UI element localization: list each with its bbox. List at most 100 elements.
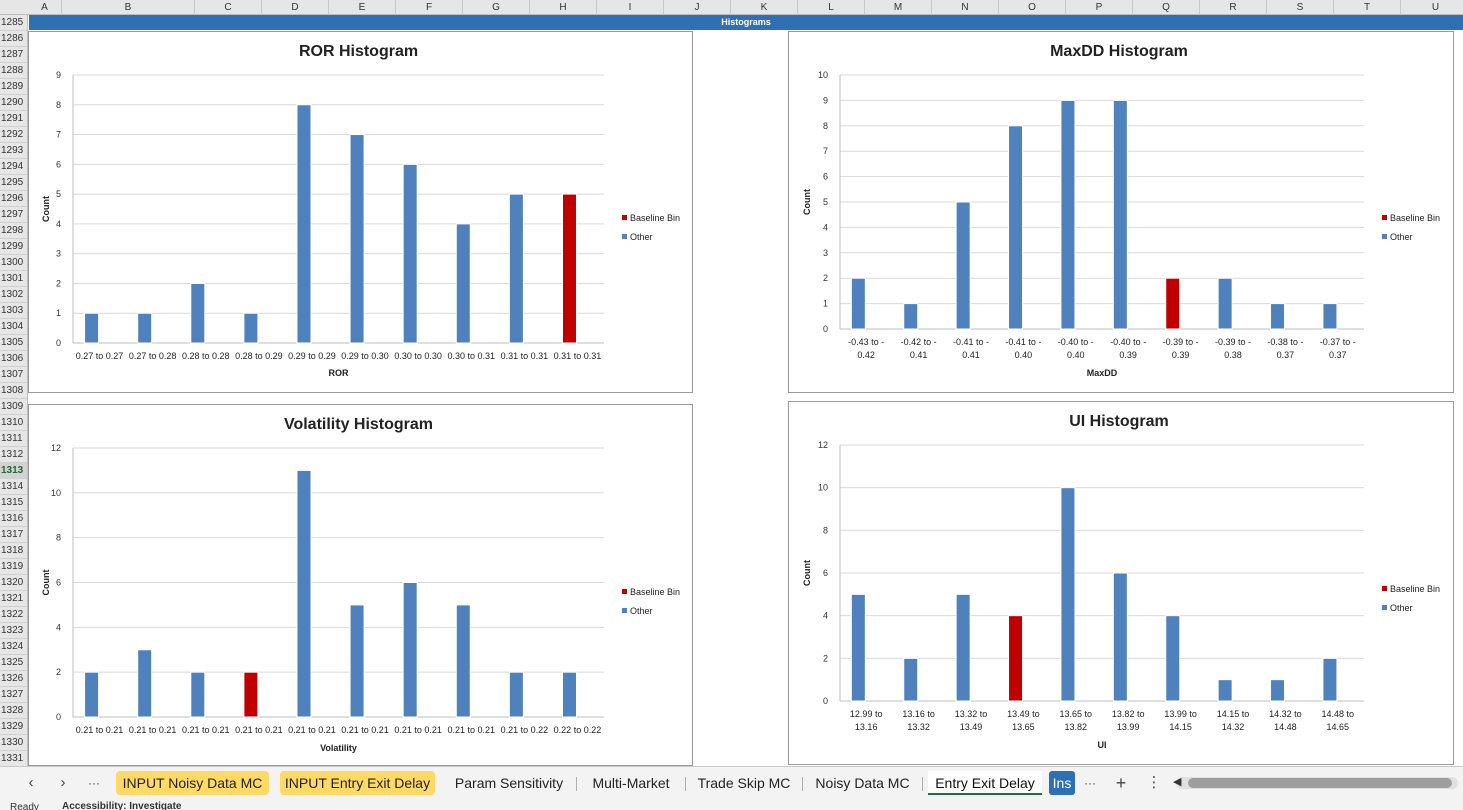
ror-bar-baseline[interactable] bbox=[561, 193, 577, 344]
column-header-b[interactable]: B bbox=[62, 0, 195, 15]
more-tabs-left-button[interactable]: ··· bbox=[88, 776, 100, 790]
ror-bar-other[interactable] bbox=[137, 312, 153, 344]
row-header-1304[interactable]: 1304 bbox=[0, 319, 27, 335]
row-header-1317[interactable]: 1317 bbox=[0, 527, 27, 543]
ui-bar-other[interactable] bbox=[1217, 679, 1233, 702]
ror-bar-other[interactable] bbox=[349, 134, 365, 344]
row-header-1307[interactable]: 1307 bbox=[0, 367, 27, 383]
tab-entry-exit-delay[interactable]: Entry Exit Delay bbox=[928, 771, 1042, 795]
vol-bar-other[interactable] bbox=[561, 671, 577, 718]
tab-multi-market[interactable]: Multi-Market bbox=[592, 775, 670, 791]
row-header-1330[interactable]: 1330 bbox=[0, 735, 27, 751]
add-sheet-button[interactable]: + bbox=[1115, 773, 1127, 793]
column-header-h[interactable]: H bbox=[530, 0, 597, 15]
column-header-t[interactable]: T bbox=[1334, 0, 1401, 15]
row-header-1315[interactable]: 1315 bbox=[0, 495, 27, 511]
row-header-1306[interactable]: 1306 bbox=[0, 351, 27, 367]
row-header-1294[interactable]: 1294 bbox=[0, 159, 27, 175]
row-header-1301[interactable]: 1301 bbox=[0, 271, 27, 287]
maxdd-bar-other[interactable] bbox=[1008, 125, 1024, 330]
column-header-c[interactable]: C bbox=[195, 0, 262, 15]
tab-trade-skip-mc[interactable]: Trade Skip MC bbox=[697, 775, 791, 791]
row-header-1323[interactable]: 1323 bbox=[0, 623, 27, 639]
row-header-1298[interactable]: 1298 bbox=[0, 223, 27, 239]
row-header-1287[interactable]: 1287 bbox=[0, 47, 27, 63]
vol-bar-other[interactable] bbox=[190, 671, 206, 718]
tab-input-noisy-data-mc[interactable]: INPUT Noisy Data MC bbox=[116, 771, 269, 795]
ror-legend-label[interactable]: Other bbox=[630, 232, 653, 242]
row-header-1305[interactable]: 1305 bbox=[0, 335, 27, 351]
row-header-1328[interactable]: 1328 bbox=[0, 703, 27, 719]
ui-legend-label[interactable]: Other bbox=[1390, 603, 1413, 613]
row-header-1291[interactable]: 1291 bbox=[0, 111, 27, 127]
column-header-a[interactable]: A bbox=[28, 0, 62, 15]
vol-legend-label[interactable]: Other bbox=[630, 606, 653, 616]
vol-bar-other[interactable] bbox=[402, 582, 418, 718]
column-header-q[interactable]: Q bbox=[1133, 0, 1200, 15]
vol-bar-other[interactable] bbox=[137, 649, 153, 718]
maxdd-bar-other[interactable] bbox=[903, 303, 919, 330]
row-header-1289[interactable]: 1289 bbox=[0, 79, 27, 95]
vol-bar-other[interactable] bbox=[455, 604, 471, 718]
ror-histogram-chart[interactable]: ROR Histogram 0 1 2 3 4 5 6 7 8 9 0.27 to 0.27 0.27 … bbox=[28, 31, 693, 393]
row-header-1290[interactable]: 1290 bbox=[0, 95, 27, 111]
histograms-band[interactable]: Histograms bbox=[29, 15, 1463, 30]
maxdd-bar-other[interactable] bbox=[1270, 303, 1286, 330]
row-header-1285[interactable]: 1285 bbox=[0, 15, 27, 31]
row-header-1325[interactable]: 1325 bbox=[0, 655, 27, 671]
row-header-1320[interactable]: 1320 bbox=[0, 575, 27, 591]
maxdd-bar-other[interactable] bbox=[1217, 277, 1233, 330]
row-header-1310[interactable]: 1310 bbox=[0, 415, 27, 431]
row-header-1295[interactable]: 1295 bbox=[0, 175, 27, 191]
sheet-options-icon[interactable]: ⋮ bbox=[1146, 774, 1162, 791]
volatility-histogram-chart[interactable]: Volatility Histogram 0 2 4 6 8 10 12 0.21 to 0.2… bbox=[28, 404, 693, 766]
row-header-1329[interactable]: 1329 bbox=[0, 719, 27, 735]
maxdd-legend-label[interactable]: Other bbox=[1390, 232, 1413, 242]
row-header-1303[interactable]: 1303 bbox=[0, 303, 27, 319]
row-header-1324[interactable]: 1324 bbox=[0, 639, 27, 655]
row-header-1297[interactable]: 1297 bbox=[0, 207, 27, 223]
column-header-u[interactable]: U bbox=[1401, 0, 1463, 15]
horizontal-scroll-thumb[interactable] bbox=[1188, 778, 1452, 788]
vol-bar-baseline[interactable] bbox=[243, 671, 259, 718]
maxdd-bar-other[interactable] bbox=[850, 277, 866, 330]
row-header-1292[interactable]: 1292 bbox=[0, 127, 27, 143]
row-header-1309[interactable]: 1309 bbox=[0, 399, 27, 415]
vol-legend-label[interactable]: Baseline Bin bbox=[630, 587, 680, 597]
column-header-m[interactable]: M bbox=[865, 0, 932, 15]
column-header-l[interactable]: L bbox=[798, 0, 865, 15]
ui-bar-other[interactable] bbox=[1060, 487, 1076, 702]
ror-bar-other[interactable] bbox=[190, 282, 206, 344]
column-header-g[interactable]: G bbox=[463, 0, 530, 15]
ror-legend-label[interactable]: Baseline Bin bbox=[630, 213, 680, 223]
column-header-s[interactable]: S bbox=[1267, 0, 1334, 15]
row-header-1299[interactable]: 1299 bbox=[0, 239, 27, 255]
row-header-1302[interactable]: 1302 bbox=[0, 287, 27, 303]
row-header-1326[interactable]: 1326 bbox=[0, 671, 27, 687]
column-header-f[interactable]: F bbox=[396, 0, 463, 15]
ror-bar-other[interactable] bbox=[455, 223, 471, 344]
tab-noisy-data-mc[interactable]: Noisy Data MC bbox=[815, 775, 910, 791]
row-header-1311[interactable]: 1311 bbox=[0, 431, 27, 447]
row-header-1312[interactable]: 1312 bbox=[0, 447, 27, 463]
row-header-1327[interactable]: 1327 bbox=[0, 687, 27, 703]
vol-bar-other[interactable] bbox=[84, 671, 100, 718]
column-header-k[interactable]: K bbox=[731, 0, 798, 15]
scroll-left-arrow-icon[interactable]: ◀ bbox=[1173, 776, 1182, 788]
ui-legend-label[interactable]: Baseline Bin bbox=[1390, 584, 1440, 594]
column-header-d[interactable]: D bbox=[262, 0, 329, 15]
tab-param-sensitivity[interactable]: Param Sensitivity bbox=[454, 775, 564, 791]
row-header-1296[interactable]: 1296 bbox=[0, 191, 27, 207]
accessibility-status[interactable]: Accessibility: Investigate bbox=[62, 801, 182, 810]
ui-bar-other[interactable] bbox=[1112, 572, 1128, 702]
column-header-n[interactable]: N bbox=[932, 0, 999, 15]
row-header-1288[interactable]: 1288 bbox=[0, 63, 27, 79]
ui-bar-other[interactable] bbox=[1270, 679, 1286, 702]
column-header-r[interactable]: R bbox=[1200, 0, 1267, 15]
row-header-1300[interactable]: 1300 bbox=[0, 255, 27, 271]
vol-bar-other[interactable] bbox=[349, 604, 365, 718]
column-header-p[interactable]: P bbox=[1066, 0, 1133, 15]
maxdd-bar-baseline[interactable] bbox=[1165, 277, 1181, 330]
tab-ins[interactable]: Ins bbox=[1049, 771, 1075, 795]
column-header-j[interactable]: J bbox=[664, 0, 731, 15]
